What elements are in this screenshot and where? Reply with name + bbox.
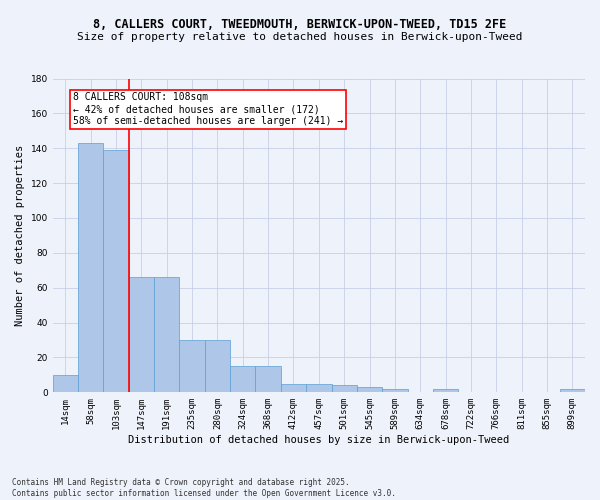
- X-axis label: Distribution of detached houses by size in Berwick-upon-Tweed: Distribution of detached houses by size …: [128, 435, 509, 445]
- Bar: [357, 387, 382, 392]
- Bar: [129, 278, 154, 392]
- Bar: [281, 384, 306, 392]
- Bar: [332, 386, 357, 392]
- Bar: [433, 389, 458, 392]
- Bar: [103, 150, 129, 392]
- Bar: [53, 375, 78, 392]
- Text: Contains HM Land Registry data © Crown copyright and database right 2025.
Contai: Contains HM Land Registry data © Crown c…: [12, 478, 396, 498]
- Bar: [382, 389, 407, 392]
- Text: 8, CALLERS COURT, TWEEDMOUTH, BERWICK-UPON-TWEED, TD15 2FE: 8, CALLERS COURT, TWEEDMOUTH, BERWICK-UP…: [94, 18, 506, 30]
- Bar: [256, 366, 281, 392]
- Bar: [306, 384, 332, 392]
- Bar: [230, 366, 256, 392]
- Bar: [78, 143, 103, 392]
- Text: Size of property relative to detached houses in Berwick-upon-Tweed: Size of property relative to detached ho…: [77, 32, 523, 42]
- Text: 8 CALLERS COURT: 108sqm
← 42% of detached houses are smaller (172)
58% of semi-d: 8 CALLERS COURT: 108sqm ← 42% of detache…: [73, 92, 343, 126]
- Y-axis label: Number of detached properties: Number of detached properties: [15, 145, 25, 326]
- Bar: [560, 389, 585, 392]
- Bar: [179, 340, 205, 392]
- Bar: [205, 340, 230, 392]
- Bar: [154, 278, 179, 392]
